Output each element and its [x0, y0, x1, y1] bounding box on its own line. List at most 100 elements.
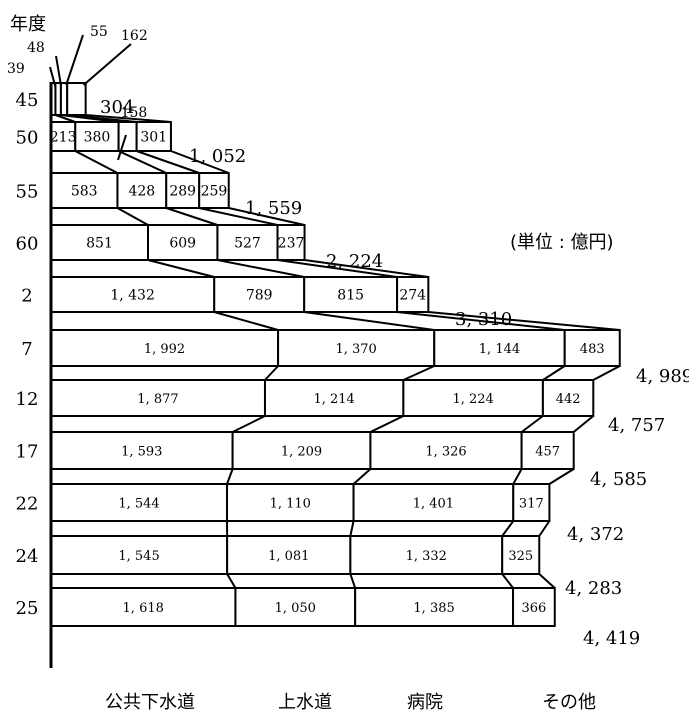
total-value-label: 304 [100, 97, 134, 118]
bar-segment [231, 431, 372, 470]
segment-value-label: 1, 385 [413, 601, 454, 616]
total-value-label: 4, 419 [583, 628, 640, 649]
connector-line [304, 311, 435, 331]
total-value-label: 3, 310 [455, 309, 512, 330]
segment-value-label: 1, 992 [144, 342, 185, 357]
total-value-label: 4, 989 [636, 366, 689, 387]
segment-value-label: 1, 618 [123, 601, 164, 616]
connector-line [428, 311, 620, 331]
segment-value-label: 1, 326 [425, 445, 466, 460]
connector-line [217, 259, 305, 278]
segment-value-label: 442 [556, 392, 581, 407]
segment-value-label: 483 [580, 342, 605, 357]
bar-segment [563, 329, 621, 367]
connector-line [592, 365, 621, 381]
segment-value-label: 325 [508, 549, 533, 564]
bar-segment [541, 379, 595, 417]
bar-segment [74, 121, 120, 152]
total-value-label: 4, 372 [567, 524, 624, 545]
year-tick-label: 22 [16, 494, 39, 515]
connector-line [232, 415, 266, 433]
connector-line [573, 415, 594, 433]
segment-value-label: 1, 332 [406, 549, 447, 564]
segment-value-label: 48 [27, 40, 45, 56]
bar-segment [165, 172, 201, 209]
total-value-label: 1, 559 [245, 198, 302, 219]
segment-value-label: 1, 144 [479, 342, 520, 357]
connector-line [349, 573, 357, 589]
connector-line [55, 114, 76, 123]
connector-line [538, 573, 556, 589]
bar-segment [512, 483, 551, 522]
unit-label: (単位 : 億円) [510, 232, 614, 253]
segment-value-label: 301 [140, 130, 167, 146]
connector-line [226, 573, 237, 589]
segment-value-label: 1, 209 [281, 445, 322, 460]
bar-segment [234, 587, 357, 627]
connector-line [85, 114, 172, 123]
segment-value-label: 158 [121, 105, 148, 121]
bar-segment [433, 329, 566, 367]
connector-line [277, 259, 398, 278]
year-tick-label: 12 [16, 389, 39, 410]
segment-value-label: 609 [169, 236, 196, 252]
bar-segment [116, 172, 168, 209]
bar-segment [501, 535, 541, 575]
segment-value-label: 162 [121, 28, 148, 44]
connector-line [352, 468, 372, 485]
bar-segment [396, 276, 430, 313]
total-value-label: 2, 224 [326, 251, 383, 272]
segment-value-label: 1, 432 [110, 288, 155, 304]
year-tick-label: 50 [16, 128, 39, 149]
segment-value-label: 39 [7, 61, 25, 77]
connector-line [226, 468, 234, 485]
connector-line [67, 114, 137, 123]
segment-value-label: 1, 593 [121, 445, 162, 460]
total-value-label: 4, 283 [565, 578, 622, 599]
segment-value-label: 289 [169, 184, 196, 200]
bar-segment [213, 276, 306, 313]
segment-value-label: 527 [234, 236, 261, 252]
bar-segment [135, 121, 172, 152]
year-tick-label: 45 [16, 90, 39, 111]
bar-segment [198, 172, 230, 209]
bar-segment [352, 483, 515, 522]
leader-line [65, 34, 84, 86]
connector-line [118, 150, 167, 174]
segment-value-label: 1, 110 [270, 497, 311, 512]
total-value-label: 4, 585 [590, 469, 647, 490]
segment-value-label: 1, 370 [335, 342, 376, 357]
bar-segment [303, 276, 399, 313]
bar-segment [276, 224, 306, 261]
connector-line [501, 573, 514, 589]
connector-line [198, 207, 278, 226]
bar-segment [50, 172, 119, 209]
year-tick-label: 7 [21, 339, 32, 360]
segment-value-label: 428 [128, 184, 155, 200]
leader-line [55, 55, 62, 86]
segment-value-label: 815 [337, 288, 364, 304]
bar-segment [50, 276, 216, 313]
connector-line [501, 520, 515, 537]
segment-value-label: 237 [278, 236, 305, 252]
bar-segment [369, 431, 523, 470]
legend-series-name: 病院 [407, 692, 443, 713]
year-axis-label: 年度 [10, 14, 46, 35]
connector-line [264, 365, 279, 381]
connector-line [349, 520, 355, 537]
bar-segment [349, 535, 504, 575]
bar-segment [263, 379, 405, 417]
bar-segment [50, 431, 234, 470]
connector-line [538, 520, 551, 537]
connector-line [402, 365, 435, 381]
segment-value-label: 380 [84, 130, 111, 146]
legend-series-name: その他 [542, 692, 596, 713]
segment-value-label: 274 [399, 288, 426, 304]
year-tick-label: 55 [16, 182, 39, 203]
segment-value-label: 317 [519, 497, 544, 512]
segment-value-label: 213 [50, 130, 77, 146]
connector-line [520, 415, 544, 433]
connector-line [136, 150, 200, 174]
segment-value-label: 457 [535, 445, 560, 460]
